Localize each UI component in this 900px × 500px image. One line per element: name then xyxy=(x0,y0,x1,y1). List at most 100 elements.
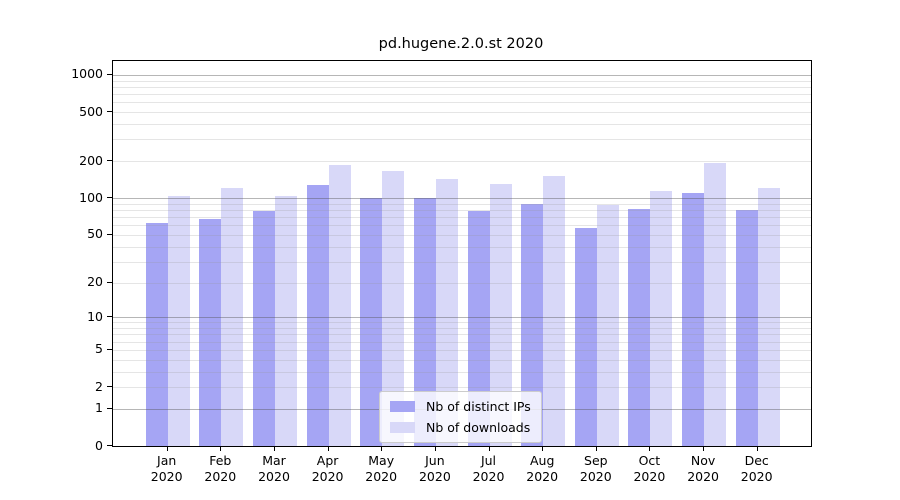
gridline-600 xyxy=(113,102,811,104)
bar-downloads-may xyxy=(382,171,405,446)
gridline-40 xyxy=(113,246,811,248)
gridline-70 xyxy=(113,217,811,218)
y-tick-20 xyxy=(107,281,112,283)
gridline-60 xyxy=(113,225,811,227)
bar-downloads-dec xyxy=(757,187,780,446)
gridline-800 xyxy=(113,86,811,88)
legend-swatch-downloads xyxy=(390,422,415,433)
y-tick-label-200: 200 xyxy=(79,152,103,168)
bar-downloads-sep xyxy=(596,204,619,446)
y-tick-label-5: 5 xyxy=(95,341,103,357)
x-tick-aug xyxy=(542,446,544,451)
x-tick-jul xyxy=(488,446,490,451)
x-tick-label-jan: Jan 2020 xyxy=(150,453,183,484)
x-tick-label-feb: Feb 2020 xyxy=(204,453,237,484)
chart-title: pd.hugene.2.0.st 2020 xyxy=(378,36,544,52)
bar-downloads-jun xyxy=(435,179,458,446)
bar-downloads-aug xyxy=(543,175,566,446)
gridline-100 xyxy=(113,198,811,200)
x-tick-jan xyxy=(166,446,168,451)
y-tick-1000 xyxy=(107,73,112,75)
x-tick-oct xyxy=(649,446,651,451)
bar-ips-oct xyxy=(628,209,651,446)
gridline-200 xyxy=(113,161,811,163)
y-tick-5 xyxy=(107,348,112,350)
y-tick-2 xyxy=(107,386,112,387)
gridline-7 xyxy=(113,334,811,336)
bar-downloads-jan xyxy=(167,195,190,446)
plot-area: Nb of distinct IPs Nb of downloads xyxy=(112,60,812,447)
x-tick-sep xyxy=(595,446,597,451)
y-tick-label-10: 10 xyxy=(87,308,103,324)
gridline-300 xyxy=(113,139,811,141)
x-tick-label-apr: Apr 2020 xyxy=(311,453,344,484)
gridline-9 xyxy=(113,322,811,324)
x-tick-jun xyxy=(434,446,436,451)
bar-ips-jun xyxy=(413,197,436,446)
y-tick-50 xyxy=(107,233,112,235)
y-tick-10 xyxy=(107,316,112,318)
y-tick-1 xyxy=(107,407,112,409)
bar-ips-aug xyxy=(521,203,544,446)
x-tick-label-aug: Aug 2020 xyxy=(526,453,559,484)
bar-ips-jul xyxy=(467,211,490,446)
gridline-50 xyxy=(113,234,811,236)
bar-downloads-mar xyxy=(274,195,297,446)
y-tick-label-20: 20 xyxy=(87,274,103,289)
gridline-2 xyxy=(113,387,811,388)
y-tick-0 xyxy=(107,445,112,446)
gridline-3 xyxy=(113,371,811,373)
gridline-500 xyxy=(113,112,811,114)
x-tick-label-jul: Jul 2020 xyxy=(472,453,505,484)
x-tick-apr xyxy=(327,446,329,451)
gridline-80 xyxy=(113,209,811,211)
legend: Nb of distinct IPs Nb of downloads xyxy=(379,391,542,443)
bar-ips-feb xyxy=(199,219,222,446)
bar-ips-apr xyxy=(306,184,329,446)
x-tick-label-jun: Jun 2020 xyxy=(418,453,451,484)
legend-swatch-distinct-ips xyxy=(390,401,415,412)
x-tick-label-sep: Sep 2020 xyxy=(579,453,612,484)
y-tick-label-1: 1 xyxy=(95,400,103,416)
bar-ips-jan xyxy=(145,223,168,446)
gridline-700 xyxy=(113,94,811,95)
y-tick-label-100: 100 xyxy=(79,189,103,205)
gridline-10 xyxy=(113,317,811,319)
x-tick-label-nov: Nov 2020 xyxy=(687,453,719,484)
bar-ips-dec xyxy=(735,209,758,446)
bar-ips-nov xyxy=(682,193,705,446)
x-tick-feb xyxy=(220,446,222,451)
bar-ips-may xyxy=(360,197,383,446)
legend-label-distinct-ips: Nb of distinct IPs xyxy=(426,399,531,414)
gridline-30 xyxy=(113,261,811,263)
bar-ips-mar xyxy=(252,210,275,446)
x-tick-mar xyxy=(274,446,275,451)
y-tick-label-500: 500 xyxy=(79,103,103,119)
gridline-900 xyxy=(113,80,811,82)
bar-ips-sep xyxy=(574,227,597,446)
x-tick-label-oct: Oct 2020 xyxy=(633,453,666,484)
gridline-8 xyxy=(113,328,811,329)
x-tick-label-dec: Dec 2020 xyxy=(740,453,773,484)
x-tick-label-mar: Mar 2020 xyxy=(258,453,290,484)
bar-downloads-apr xyxy=(328,164,351,446)
y-tick-label-1000: 1000 xyxy=(71,66,103,82)
bar-downloads-jul xyxy=(489,183,512,446)
legend-label-downloads: Nb of downloads xyxy=(426,420,531,435)
gridline-1000 xyxy=(113,74,811,76)
y-tick-label-50: 50 xyxy=(87,226,103,242)
legend-item-downloads: Nb of downloads xyxy=(390,420,531,435)
bar-downloads-nov xyxy=(704,163,727,446)
gridline-6 xyxy=(113,341,811,343)
gridline-400 xyxy=(113,124,811,125)
gridline-20 xyxy=(113,282,811,284)
y-tick-500 xyxy=(107,111,112,113)
bar-downloads-feb xyxy=(221,188,244,446)
x-tick-may xyxy=(381,446,383,451)
gridline-90 xyxy=(113,203,811,205)
y-tick-200 xyxy=(107,160,112,162)
y-tick-label-0: 0 xyxy=(95,437,103,453)
x-tick-label-may: May 2020 xyxy=(365,453,398,484)
x-tick-nov xyxy=(703,446,705,451)
